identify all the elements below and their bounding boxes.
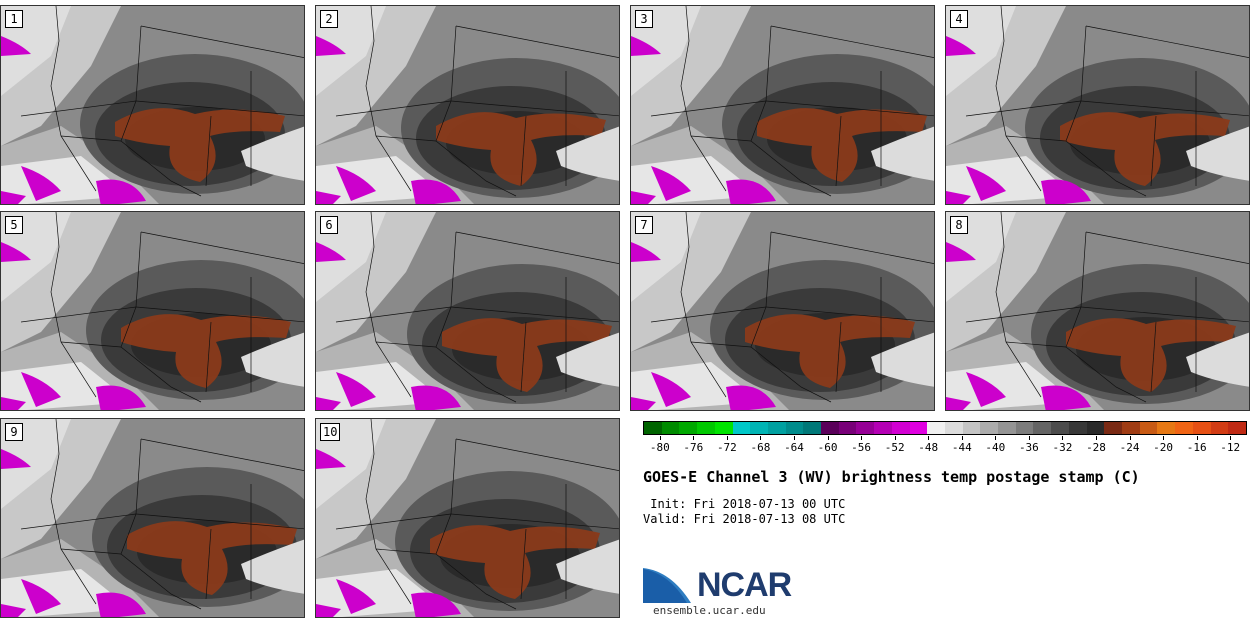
colorbar-ticks: -80 -76 -72 -68 -64 -60 -56 -52 -48 -44 -40 -36 -32-… [643, 436, 1247, 460]
figure-title: GOES-E Channel 3 (WV) brightness temp po… [643, 468, 1140, 486]
colorbar-swatch [821, 422, 839, 434]
ncar-logo-icon [643, 563, 695, 603]
panel-number: 5 [5, 216, 23, 234]
colorbar-swatch [1121, 422, 1140, 434]
colorbar-tick-label: -68 [750, 441, 771, 454]
forecast-panel-9: 9 [0, 418, 305, 618]
colorbar-tick [794, 436, 795, 440]
colorbar-tick [659, 436, 661, 440]
colorbar-tick [861, 436, 863, 440]
colorbar-swatch [644, 422, 662, 434]
forecast-panel-4: 4 [945, 5, 1250, 205]
colorbar-tick-label: -76 [683, 441, 704, 454]
colorbar-tick-label: -36 [1018, 441, 1039, 454]
colorbar-swatch [909, 422, 928, 434]
panel-number: 8 [950, 216, 968, 234]
colorbar-tick-label: -52 [884, 441, 905, 454]
colorbar-swatch [998, 422, 1016, 434]
colorbar-tick [1196, 436, 1198, 440]
colorbar-swatch [838, 422, 857, 434]
colorbar-tick [1028, 436, 1030, 440]
colorbar-swatch [714, 422, 733, 434]
forecast-panel-8: 8 [945, 211, 1250, 411]
colorbar-tick [894, 436, 896, 440]
colorbar-swatch [874, 422, 892, 434]
colorbar-swatch [927, 422, 945, 434]
forecast-panel-2: 2 [315, 5, 620, 205]
colorbar-swatch [1210, 422, 1229, 434]
panel-number: 4 [950, 10, 968, 28]
colorbar-tick [995, 436, 997, 440]
forecast-panel-1: 1 [0, 5, 305, 205]
panel-number: 9 [5, 423, 23, 441]
colorbar-swatch [944, 422, 963, 434]
colorbar-swatch [1228, 422, 1246, 434]
colorbar-swatch [767, 422, 786, 434]
colorbar-swatch [1192, 422, 1211, 434]
colorbar-tick-label: -12 [1220, 441, 1241, 454]
colorbar-tick-label: -44 [951, 441, 972, 454]
panel-number: 7 [635, 216, 653, 234]
colorbar-tick-label: -64 [784, 441, 804, 454]
colorbar-tick-label: -48 [918, 441, 939, 454]
colorbar-tick-label: -32 [1052, 441, 1073, 454]
colorbar-tick-label: -56 [851, 441, 872, 454]
colorbar-swatch [1104, 422, 1122, 434]
colorbar-tick [693, 436, 695, 440]
colorbar-swatch [980, 422, 999, 434]
colorbar-tick [961, 436, 963, 440]
colorbar-swatch [1033, 422, 1052, 434]
valid-time: Valid: Fri 2018-07-13 08 UTC [643, 512, 846, 526]
colorbar-tick [726, 436, 728, 440]
forecast-panel-6: 6 [315, 211, 620, 411]
colorbar-swatch [1157, 422, 1176, 434]
panel-number: 1 [5, 10, 23, 28]
colorbar-tick-label: -28 [1086, 441, 1106, 454]
colorbar-swatch [891, 422, 910, 434]
panel-number: 3 [635, 10, 653, 28]
colorbar-swatch [732, 422, 751, 434]
website-label: ensemble.ucar.edu [653, 604, 766, 617]
colorbar-tick [1230, 436, 1232, 440]
forecast-panel-5: 5 [0, 211, 305, 411]
colorbar-tick-label: -60 [817, 441, 838, 454]
colorbar-swatch [1051, 422, 1069, 434]
colorbar-swatch [785, 422, 804, 434]
colorbar-swatch [1139, 422, 1158, 434]
forecast-panel-3: 3 [630, 5, 935, 205]
init-time: Init: Fri 2018-07-13 00 UTC [643, 497, 846, 511]
panel-number: 6 [320, 216, 338, 234]
colorbar-swatch [750, 422, 768, 434]
colorbar-swatch [1068, 422, 1087, 434]
forecast-panel-10: 10 [315, 418, 620, 618]
colorbar-swatch [962, 422, 981, 434]
panel-number: 10 [320, 423, 341, 441]
colorbar-tick [760, 436, 762, 440]
colorbar [643, 421, 1247, 435]
colorbar-tick [928, 436, 930, 440]
forecast-panel-7: 7 [630, 211, 935, 411]
panel-number: 2 [320, 10, 338, 28]
colorbar-swatch [661, 422, 680, 434]
colorbar-tick-label: -80 [649, 441, 670, 454]
colorbar-tick-label: -16 [1186, 441, 1207, 454]
colorbar-swatch [1175, 422, 1193, 434]
colorbar-swatch [697, 422, 715, 434]
ncar-logo-text: NCAR [697, 566, 792, 604]
colorbar-tick-label: -24 [1119, 441, 1140, 454]
colorbar-tick [1096, 436, 1097, 440]
colorbar-tick [1129, 436, 1131, 440]
colorbar-tick [1163, 436, 1165, 440]
colorbar-tick [827, 436, 829, 440]
colorbar-tick-label: -20 [1153, 441, 1174, 454]
colorbar-swatch [1015, 422, 1034, 434]
colorbar-tick [1062, 436, 1064, 440]
colorbar-swatch [803, 422, 822, 434]
colorbar-swatch [679, 422, 698, 434]
colorbar-swatch [1086, 422, 1105, 434]
colorbar-tick-label: -72 [716, 441, 737, 454]
colorbar-swatch [856, 422, 875, 434]
colorbar-tick-label: -40 [985, 441, 1006, 454]
